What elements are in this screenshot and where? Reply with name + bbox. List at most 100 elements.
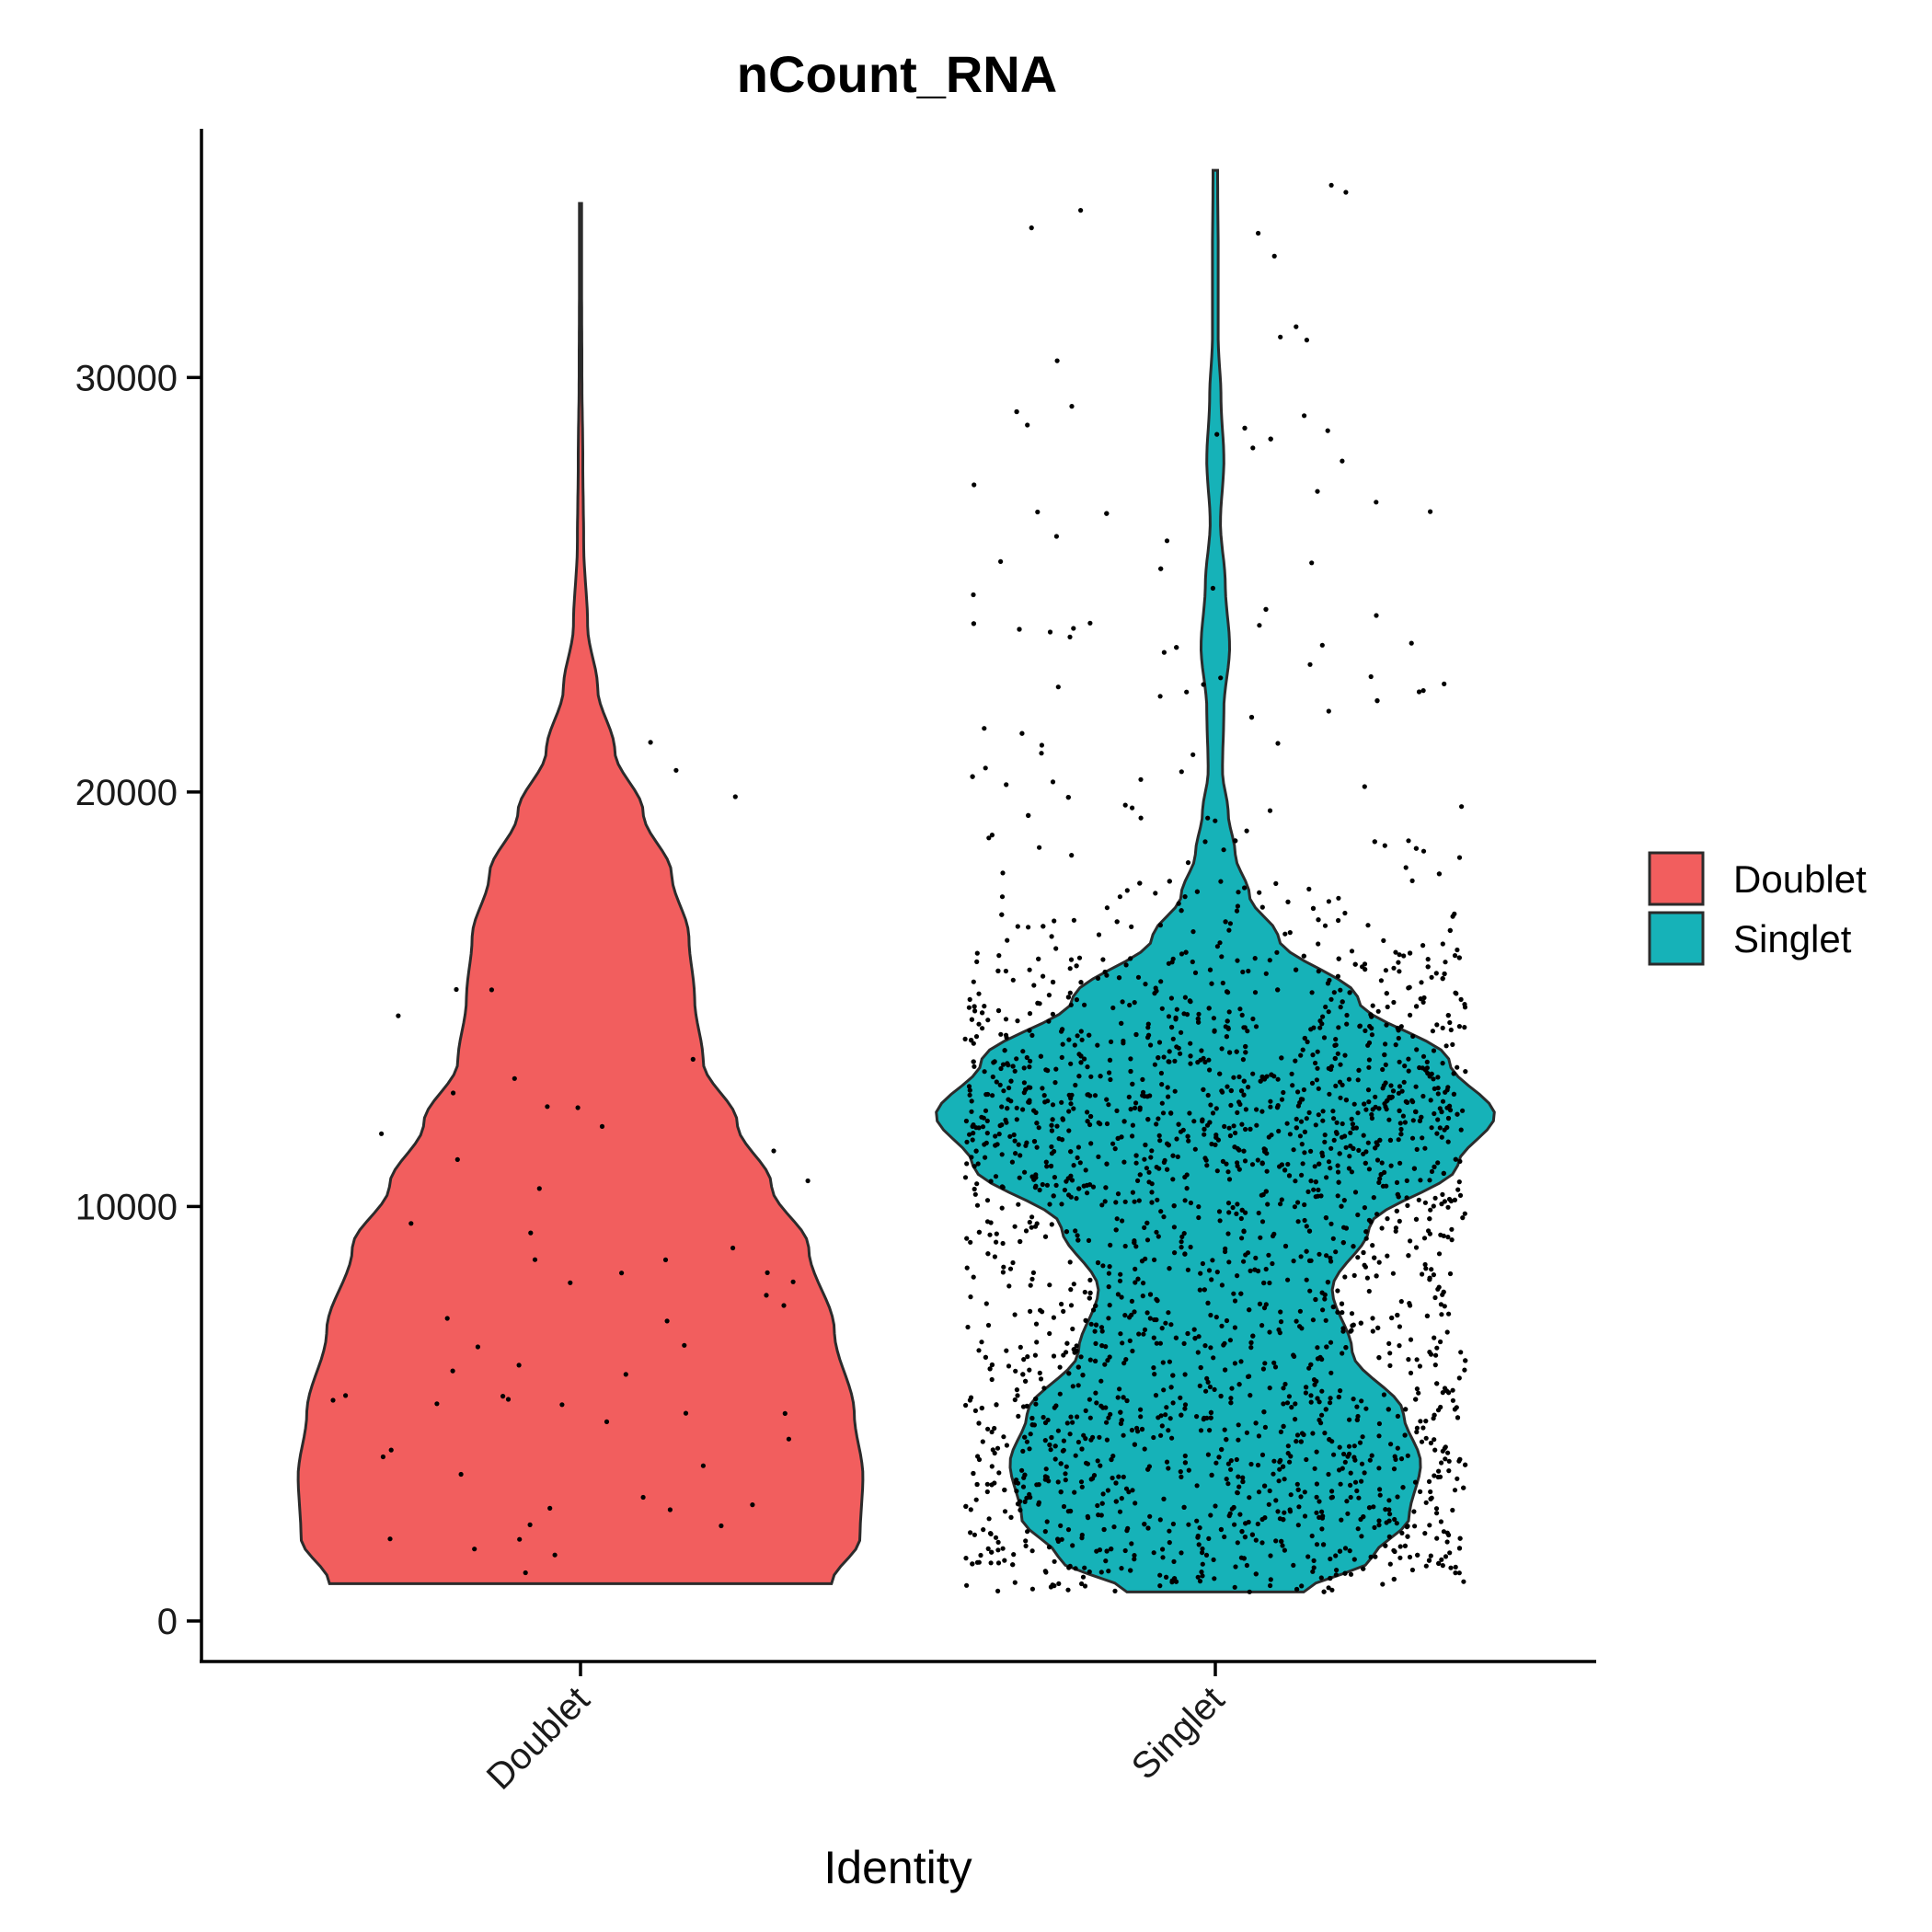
data-point — [1262, 1424, 1268, 1430]
data-point — [1356, 1147, 1362, 1153]
data-point — [1376, 1106, 1382, 1111]
data-point — [1060, 1041, 1065, 1047]
data-point — [1255, 1462, 1261, 1468]
data-point — [971, 1274, 976, 1280]
data-point — [1241, 1078, 1247, 1084]
data-point — [1299, 1172, 1305, 1178]
data-point — [1211, 1557, 1216, 1562]
data-point — [536, 1186, 542, 1191]
data-point — [1302, 1035, 1307, 1041]
data-point — [1351, 1397, 1356, 1402]
data-point — [1179, 1412, 1184, 1418]
data-point — [1108, 1411, 1113, 1417]
data-point — [1335, 1163, 1340, 1168]
data-point — [1443, 960, 1448, 965]
data-point — [1278, 1429, 1283, 1434]
data-point — [1166, 1143, 1171, 1148]
data-point — [1338, 1095, 1343, 1100]
data-point — [1159, 1082, 1165, 1087]
data-point — [1451, 1071, 1456, 1076]
data-point — [1167, 879, 1172, 884]
data-point — [1234, 908, 1240, 914]
data-point — [1374, 1273, 1379, 1279]
data-point — [1375, 1008, 1381, 1014]
data-point — [1441, 1289, 1446, 1294]
data-point — [1397, 1555, 1403, 1560]
data-point — [1432, 1335, 1437, 1340]
data-point — [1205, 1300, 1211, 1305]
data-point — [475, 1344, 481, 1350]
data-point — [732, 794, 738, 799]
data-point — [1142, 1522, 1147, 1527]
data-point — [980, 1026, 985, 1031]
data-point — [1324, 1175, 1329, 1180]
data-point — [1019, 730, 1025, 736]
data-point — [1130, 1190, 1135, 1195]
data-point — [1133, 1100, 1139, 1106]
data-point — [1304, 1277, 1309, 1282]
data-point — [1453, 990, 1458, 995]
data-point — [1373, 1094, 1378, 1099]
data-point — [1368, 1012, 1374, 1018]
data-point — [1442, 971, 1447, 977]
data-point — [1015, 1501, 1021, 1507]
data-point — [1337, 1444, 1342, 1450]
data-point — [1249, 1162, 1256, 1167]
data-point — [1281, 1089, 1286, 1096]
data-point — [1412, 1479, 1419, 1485]
data-point — [1014, 1489, 1019, 1494]
data-point — [1397, 969, 1402, 974]
data-point — [1376, 1259, 1382, 1265]
data-point — [1225, 1461, 1231, 1466]
data-point — [1335, 1051, 1340, 1056]
data-point — [1297, 1133, 1303, 1139]
data-point — [1457, 1192, 1464, 1198]
data-point — [984, 1481, 990, 1487]
data-point — [1185, 1267, 1190, 1272]
data-point — [1246, 968, 1251, 974]
data-point — [1442, 1199, 1447, 1204]
data-point — [1068, 1194, 1074, 1200]
data-point — [965, 1324, 971, 1330]
data-point — [1433, 1506, 1440, 1512]
data-point — [1236, 1474, 1241, 1479]
data-point — [969, 1098, 974, 1104]
data-point — [1423, 1500, 1429, 1505]
data-point — [1170, 1036, 1176, 1041]
data-point — [989, 1482, 995, 1488]
data-point — [1241, 1556, 1247, 1561]
data-point — [1111, 1524, 1117, 1530]
data-point — [993, 1174, 999, 1179]
data-point — [1397, 1343, 1402, 1349]
data-point — [1136, 1331, 1142, 1337]
data-point — [1422, 1145, 1428, 1151]
data-point — [1137, 880, 1143, 886]
data-point — [1456, 1546, 1463, 1551]
data-point — [984, 1131, 990, 1136]
data-point — [1095, 1502, 1100, 1509]
data-point — [1182, 1406, 1188, 1411]
data-point — [1360, 1434, 1365, 1440]
data-point — [1428, 1489, 1433, 1495]
data-point — [1168, 1110, 1174, 1116]
data-point — [1396, 1035, 1401, 1041]
data-point — [1383, 968, 1388, 973]
data-point — [1257, 623, 1262, 628]
data-point — [1192, 970, 1199, 975]
data-point — [1195, 1535, 1201, 1540]
data-point — [1107, 1070, 1112, 1075]
data-point — [1087, 1290, 1093, 1295]
data-point — [1443, 1043, 1449, 1049]
data-point — [1209, 981, 1214, 986]
data-point — [1098, 1570, 1104, 1575]
data-point — [1226, 1259, 1232, 1265]
data-point — [1212, 1028, 1217, 1033]
data-point — [396, 1013, 401, 1018]
data-point — [1223, 1248, 1228, 1255]
data-point — [1376, 1518, 1382, 1524]
data-point — [1279, 1055, 1284, 1061]
data-point — [1069, 1178, 1075, 1183]
data-point — [1053, 534, 1059, 539]
data-point — [1414, 1146, 1420, 1152]
data-point — [1394, 1208, 1399, 1213]
